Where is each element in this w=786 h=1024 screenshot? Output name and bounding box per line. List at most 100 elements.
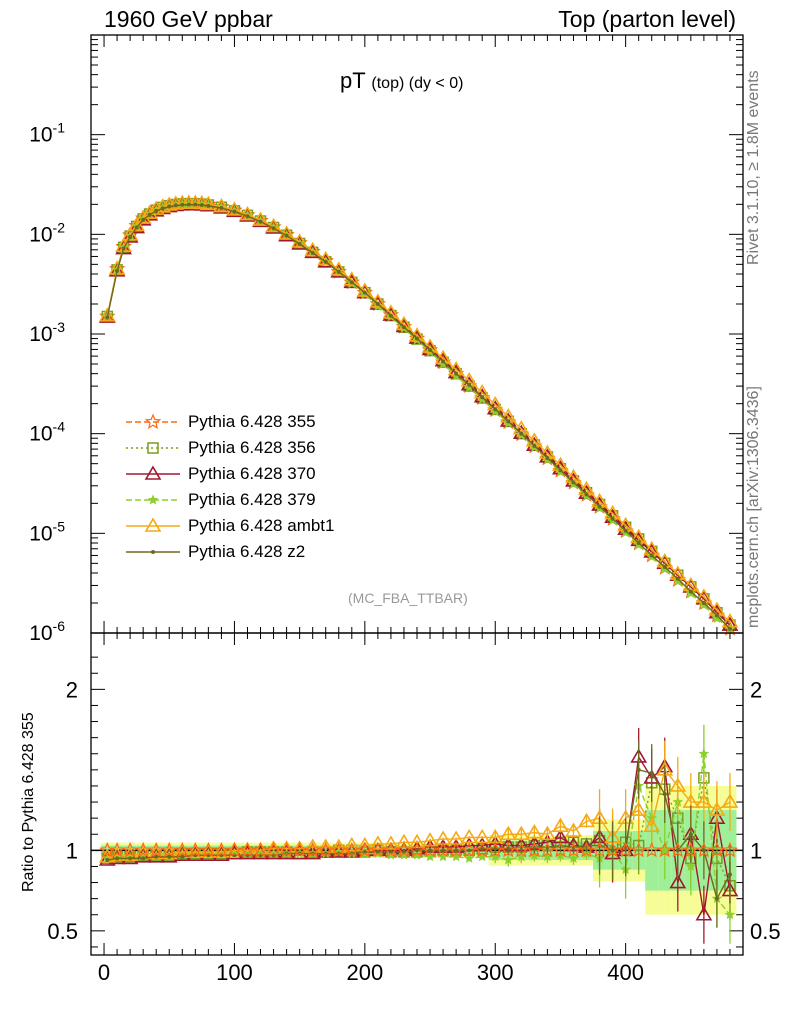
- data-point: [160, 196, 178, 211]
- data-point: [434, 841, 452, 858]
- x-tick-label: 0: [98, 960, 110, 985]
- data-point: [421, 832, 439, 847]
- ratio-y-tick-label: 0.5: [750, 919, 781, 944]
- data-point: [568, 852, 579, 863]
- data-point: [428, 848, 433, 853]
- legend-label: Pythia 6.428 379: [188, 490, 316, 509]
- data-point: [245, 214, 250, 219]
- data-point: [695, 841, 712, 858]
- legend-label: Pythia 6.428 355: [188, 412, 316, 431]
- data-point: [643, 817, 661, 832]
- analysis-watermark: (MC_FBA_TTBAR): [348, 590, 468, 606]
- data-point: [529, 849, 540, 860]
- data-point: [160, 206, 165, 211]
- legend-label: Pythia 6.428 356: [188, 438, 316, 457]
- data-point: [525, 824, 543, 839]
- data-point: [98, 307, 116, 322]
- data-point: [134, 841, 152, 858]
- data-point: [147, 200, 165, 215]
- data-point: [154, 208, 159, 213]
- data-point: [343, 841, 361, 858]
- data-point: [610, 516, 615, 521]
- data-point: [128, 856, 133, 861]
- ratio-series-4: [105, 740, 732, 928]
- data-point: [727, 626, 732, 631]
- data-point: [115, 268, 120, 273]
- data-point: [239, 205, 256, 221]
- data-point: [669, 841, 687, 858]
- data-point: [711, 612, 723, 624]
- data-point: [441, 359, 446, 364]
- y-tick-label: 10-3: [29, 319, 65, 346]
- ratio-y-tick-label: 2: [66, 677, 78, 702]
- data-point: [558, 468, 563, 473]
- data-point: [369, 835, 387, 850]
- data-point: [265, 841, 282, 858]
- data-point: [539, 825, 556, 841]
- data-point: [526, 841, 543, 858]
- legend-marker: [144, 465, 162, 480]
- data-point: [428, 348, 433, 353]
- data-point: [258, 219, 263, 224]
- data-point: [141, 217, 146, 222]
- data-point: [187, 841, 204, 858]
- data-point: [487, 841, 504, 858]
- data-point: [454, 371, 459, 376]
- data-point: [539, 841, 556, 858]
- data-point: [297, 241, 302, 246]
- data-point: [408, 833, 426, 849]
- data-point: [180, 854, 185, 859]
- data-point: [362, 849, 367, 854]
- data-point: [467, 382, 472, 387]
- data-point: [473, 841, 491, 858]
- data-point: [617, 841, 634, 858]
- ratio-y-tick-label: 1: [66, 838, 78, 863]
- data-point: [161, 841, 178, 858]
- data-point: [284, 233, 289, 238]
- data-point: [578, 812, 595, 828]
- data-point: [265, 217, 282, 233]
- data-point: [108, 262, 126, 277]
- data-point: [395, 833, 413, 849]
- data-point: [395, 317, 413, 333]
- data-point: [649, 771, 654, 776]
- data-point: [278, 841, 295, 858]
- ratio-y-tick-label: 2: [750, 677, 762, 702]
- data-point: [480, 846, 485, 851]
- data-point: [291, 233, 309, 248]
- data-point: [115, 239, 132, 255]
- legend-swatch: [126, 442, 180, 454]
- data-point: [336, 269, 341, 274]
- data-point: [552, 841, 569, 858]
- data-point: [219, 205, 224, 210]
- legend-marker: [147, 494, 159, 505]
- data-point: [141, 856, 146, 861]
- data-point: [343, 836, 361, 852]
- data-point: [721, 841, 739, 858]
- data-point: [121, 246, 126, 251]
- data-point: [656, 841, 673, 858]
- data-point: [310, 250, 315, 255]
- y-tick-label: 10-4: [29, 419, 65, 446]
- data-point: [724, 909, 736, 920]
- data-point: [174, 841, 191, 858]
- legend-marker: [144, 413, 162, 429]
- data-point: [356, 841, 374, 858]
- data-point: [323, 259, 328, 264]
- data-point: [206, 203, 211, 208]
- data-point: [411, 849, 423, 860]
- data-point: [317, 841, 334, 858]
- data-point: [199, 195, 217, 211]
- data-point: [669, 777, 687, 792]
- legend-swatch: [126, 494, 180, 505]
- data-point: [695, 906, 713, 921]
- data-point: [701, 600, 706, 605]
- legend-swatch: [126, 465, 180, 480]
- data-point: [464, 852, 475, 863]
- data-point: [173, 203, 178, 208]
- ratio-panel: 0 100 200 300 400 0.5 0.5 1 1 2 2: [47, 632, 781, 985]
- y-tick-label: 10-5: [29, 518, 65, 545]
- data-point: [448, 841, 465, 858]
- data-point: [688, 589, 693, 594]
- data-point: [714, 896, 719, 901]
